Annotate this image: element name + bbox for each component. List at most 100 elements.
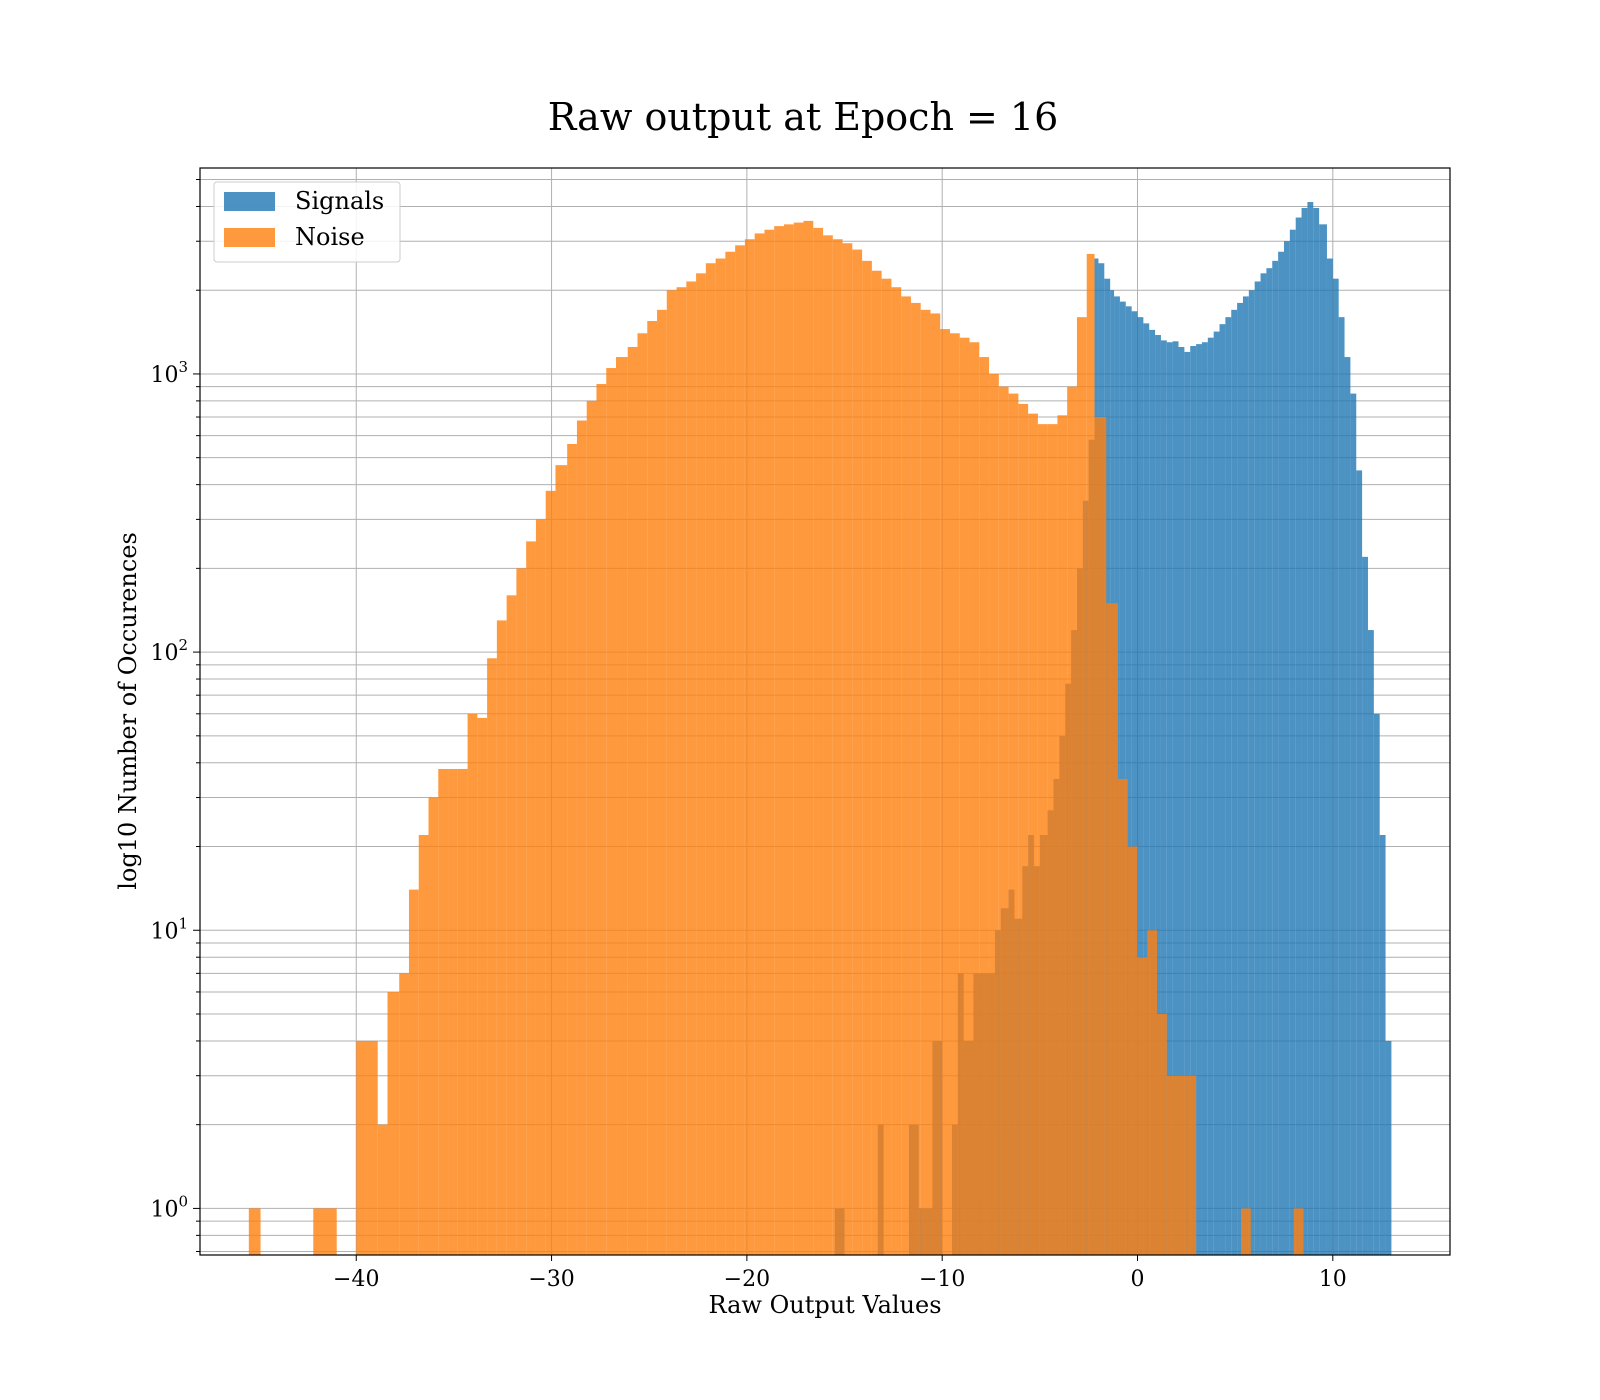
bar-noise [1094, 417, 1107, 1255]
bar-noise [901, 296, 911, 1256]
bar-signals [1172, 341, 1179, 1255]
y-tick-label: 100 [150, 1192, 188, 1222]
bar-noise [852, 249, 863, 1256]
legend-label-noise: Noise [295, 223, 365, 251]
bar-noise [516, 568, 527, 1255]
bar-noise [545, 490, 556, 1256]
bar-noise [506, 595, 517, 1255]
bar-signals [1196, 344, 1202, 1256]
bar-noise [418, 835, 429, 1255]
bar-noise [616, 357, 628, 1255]
bar-noise [356, 1040, 368, 1255]
axis-ticks: −40 −30 −20 −10 0 10 100 101 102 103 [150, 179, 1347, 1292]
bar-noise [998, 386, 1009, 1255]
bar-signals [1289, 229, 1296, 1255]
bar-noise [535, 519, 546, 1255]
bar-noise [891, 287, 902, 1255]
bar-signals [1295, 217, 1302, 1256]
bar-noise [313, 1208, 325, 1255]
bar-noise [627, 346, 638, 1255]
x-tick-label: −40 [333, 1267, 379, 1292]
bar-noise [783, 224, 794, 1255]
bar-signals [1326, 258, 1333, 1255]
bar-noise [1137, 957, 1148, 1255]
bar-signals [1338, 317, 1345, 1255]
chart-title: Raw output at Epoch = 16 [548, 95, 1059, 139]
bar-signals [1137, 317, 1144, 1255]
bar-noise [832, 239, 843, 1255]
bar-signals [1155, 335, 1161, 1256]
series-noise [248, 220, 1304, 1256]
bar-noise [1047, 424, 1058, 1255]
bar-noise [399, 973, 409, 1255]
bar-signals [1213, 331, 1220, 1255]
bar-noise [979, 357, 990, 1255]
bar-noise [1147, 930, 1158, 1255]
bar-noise [248, 1208, 261, 1255]
legend-label-signals: Signals [295, 187, 384, 215]
bar-signals [1260, 273, 1267, 1255]
bar-noise [989, 373, 999, 1256]
bar-signals [1207, 337, 1214, 1255]
bar-signals [1313, 207, 1320, 1256]
bar-signals [1356, 470, 1363, 1255]
bar-signals [1344, 357, 1351, 1255]
bar-noise [596, 384, 607, 1255]
x-axis-label: Raw Output Values [708, 1291, 941, 1319]
x-tick-label: 10 [1319, 1267, 1347, 1292]
bar-noise [526, 541, 536, 1255]
bar-noise [881, 278, 892, 1255]
plot-frame [199, 167, 1451, 1256]
bar-noise [1186, 1075, 1197, 1255]
bar-signals [1362, 556, 1368, 1255]
y-axis-label: log10 Number of Occurences [114, 532, 142, 890]
bar-signals [1119, 301, 1126, 1255]
legend-swatch-signals [224, 192, 275, 211]
bar-signals [1385, 1040, 1392, 1255]
bar-signals [1266, 268, 1273, 1255]
y-tick-label: 103 [150, 358, 188, 388]
bar-noise [555, 465, 568, 1255]
bar-noise [959, 337, 970, 1255]
bar-signals [1184, 351, 1191, 1255]
bar-noise [920, 309, 931, 1255]
bar-noise [930, 313, 941, 1255]
bar-noise [576, 420, 587, 1255]
bar-noise [1166, 1075, 1177, 1255]
bar-signals [1178, 346, 1185, 1255]
bar-signals [1237, 302, 1243, 1255]
bar-noise [377, 1124, 388, 1255]
bar-noise [657, 309, 667, 1255]
bar-noise [1008, 393, 1019, 1256]
bar-noise [871, 270, 882, 1255]
bar-signals [1190, 346, 1197, 1255]
bar-noise [1106, 603, 1118, 1255]
bar-noise [823, 235, 833, 1256]
bar-signals [1242, 296, 1249, 1256]
bar-signals [1379, 835, 1386, 1255]
bar-signals [1301, 207, 1308, 1256]
bar-noise [969, 342, 980, 1255]
bar-noise [715, 258, 726, 1255]
bar-signals [1231, 309, 1238, 1255]
bar-noise [1037, 424, 1048, 1255]
bar-noise [754, 233, 765, 1255]
legend-swatch-noise [224, 228, 275, 247]
x-tick-label: −20 [724, 1267, 770, 1292]
bar-noise [408, 889, 419, 1255]
bar-noise [457, 768, 468, 1255]
bar-noise [606, 368, 617, 1255]
bar-noise [428, 797, 439, 1255]
bar-noise [813, 227, 824, 1256]
bar-noise [686, 281, 697, 1256]
bar-noise [744, 239, 755, 1255]
bar-noise [325, 1208, 337, 1255]
bar-noise [1067, 386, 1077, 1255]
bar-noise [764, 229, 775, 1255]
bar-signals [1373, 713, 1380, 1255]
bar-noise [467, 713, 478, 1255]
bar-noise [1018, 403, 1029, 1255]
bar-signals [1254, 281, 1261, 1256]
x-tick-label: −30 [528, 1267, 574, 1292]
